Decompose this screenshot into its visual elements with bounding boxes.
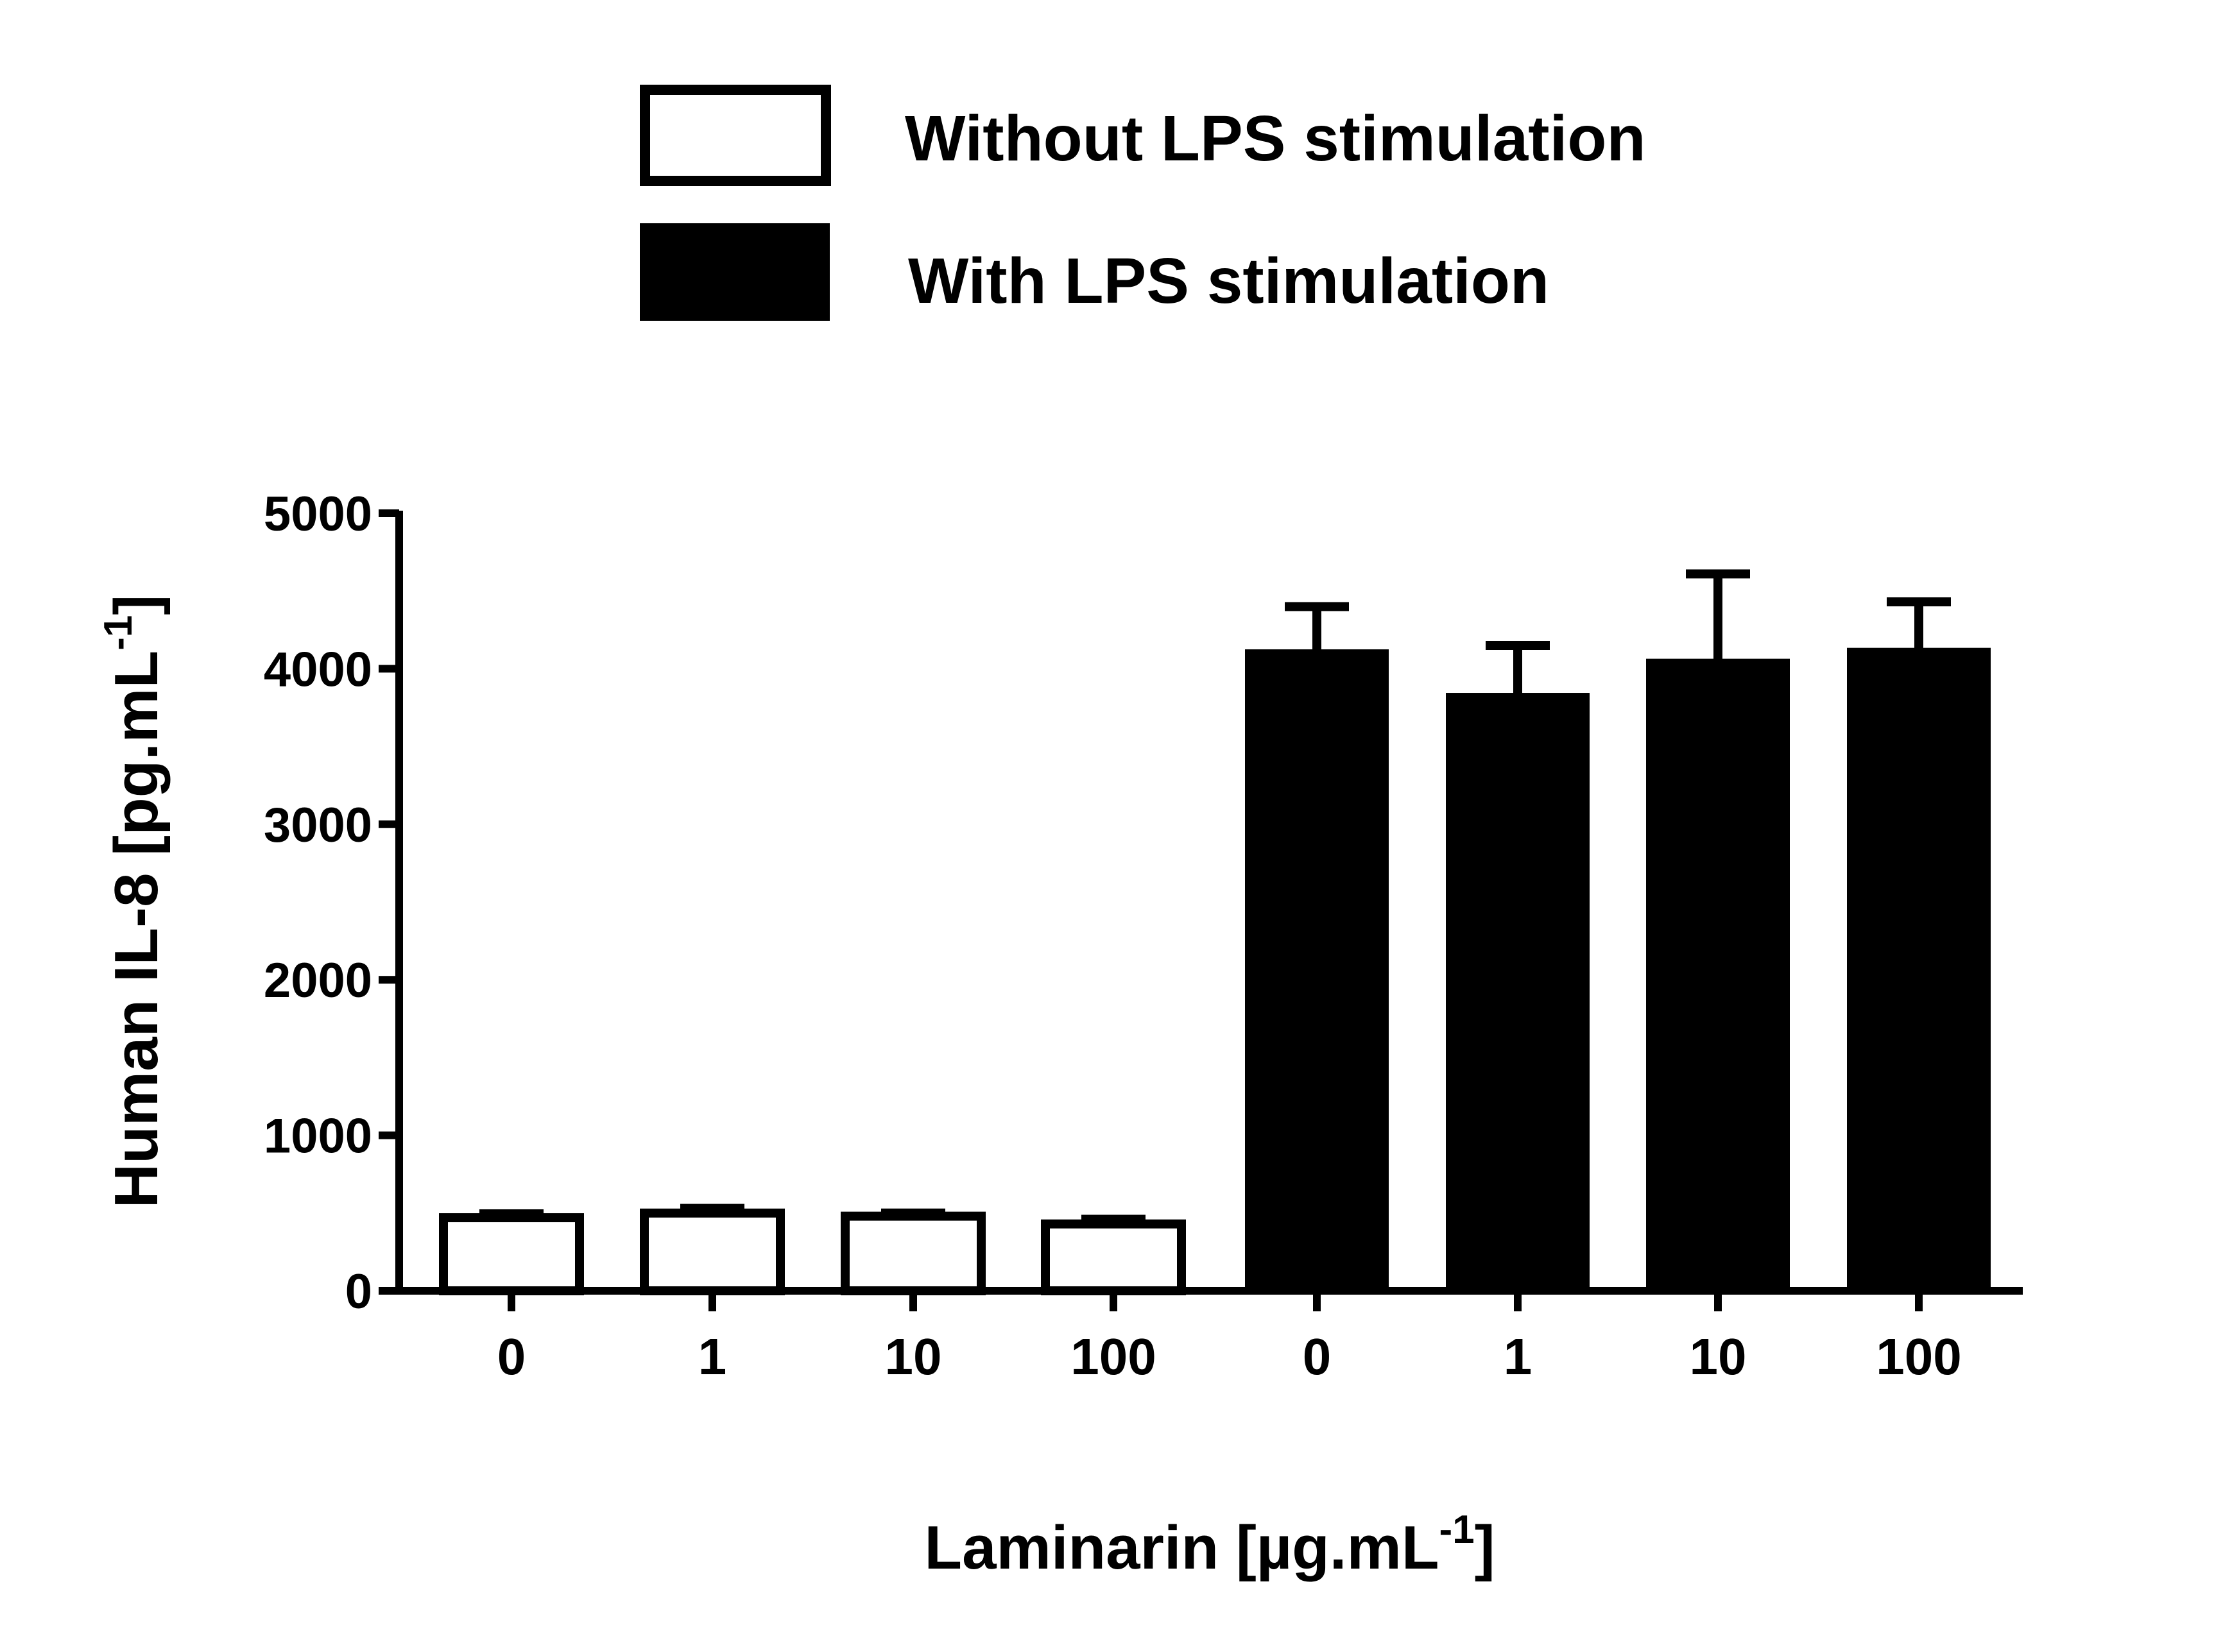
x-axis-title: Laminarin [µg.mL-1]	[924, 1508, 1495, 1582]
bar	[1245, 649, 1389, 1291]
bar	[439, 1213, 584, 1296]
legend: Without LPS stimulation With LPS stimula…	[640, 85, 1646, 321]
y-tick-label: 5000	[264, 487, 372, 541]
y-axis-title-superscript: -1	[96, 615, 141, 651]
legend-swatch-without-lps	[640, 85, 831, 186]
y-tick-label: 3000	[264, 798, 372, 853]
x-tick-label: 1	[1504, 1328, 1532, 1385]
bar	[1646, 658, 1790, 1291]
bars	[439, 569, 1991, 1296]
x-tick-label: 0	[497, 1328, 526, 1385]
x-tick-label: 10	[885, 1328, 942, 1385]
x-tick-label: 10	[1690, 1328, 1747, 1385]
x-axis-title-superscript: -1	[1439, 1508, 1474, 1552]
legend-label-with-lps: With LPS stimulation	[908, 245, 1549, 317]
x-tick-label: 100	[1876, 1328, 1961, 1385]
y-tick-label: 1000	[264, 1109, 372, 1164]
y-axis: 0 1000 2000 3000 4000 5000	[264, 487, 403, 1319]
y-tick-label: 4000	[264, 642, 372, 697]
x-axis-title-main: Laminarin [µg.mL	[924, 1513, 1439, 1582]
bar	[841, 1211, 986, 1295]
y-axis-title: Human IL-8 [pg.mL-1]	[96, 595, 171, 1208]
y-tick-label: 0	[345, 1265, 372, 1319]
x-axis-title-tail: ]	[1475, 1513, 1495, 1582]
x-axis: 0 1 10 100 0 1 10 100	[395, 1287, 2023, 1385]
legend-label-without-lps: Without LPS stimulation	[905, 103, 1646, 175]
bar	[1847, 647, 1991, 1291]
y-axis-title-tail: ]	[102, 595, 171, 615]
y-tick-label: 2000	[264, 953, 372, 1008]
legend-swatch-with-lps	[640, 223, 830, 321]
x-tick-label: 100	[1070, 1328, 1156, 1385]
x-tick-label: 1	[698, 1328, 727, 1385]
bar	[640, 1208, 785, 1296]
bar	[1446, 693, 1590, 1291]
x-tick-label: 0	[1303, 1328, 1332, 1385]
bar	[1041, 1219, 1186, 1295]
y-axis-title-main: Human IL-8 [pg.mL	[102, 651, 171, 1208]
